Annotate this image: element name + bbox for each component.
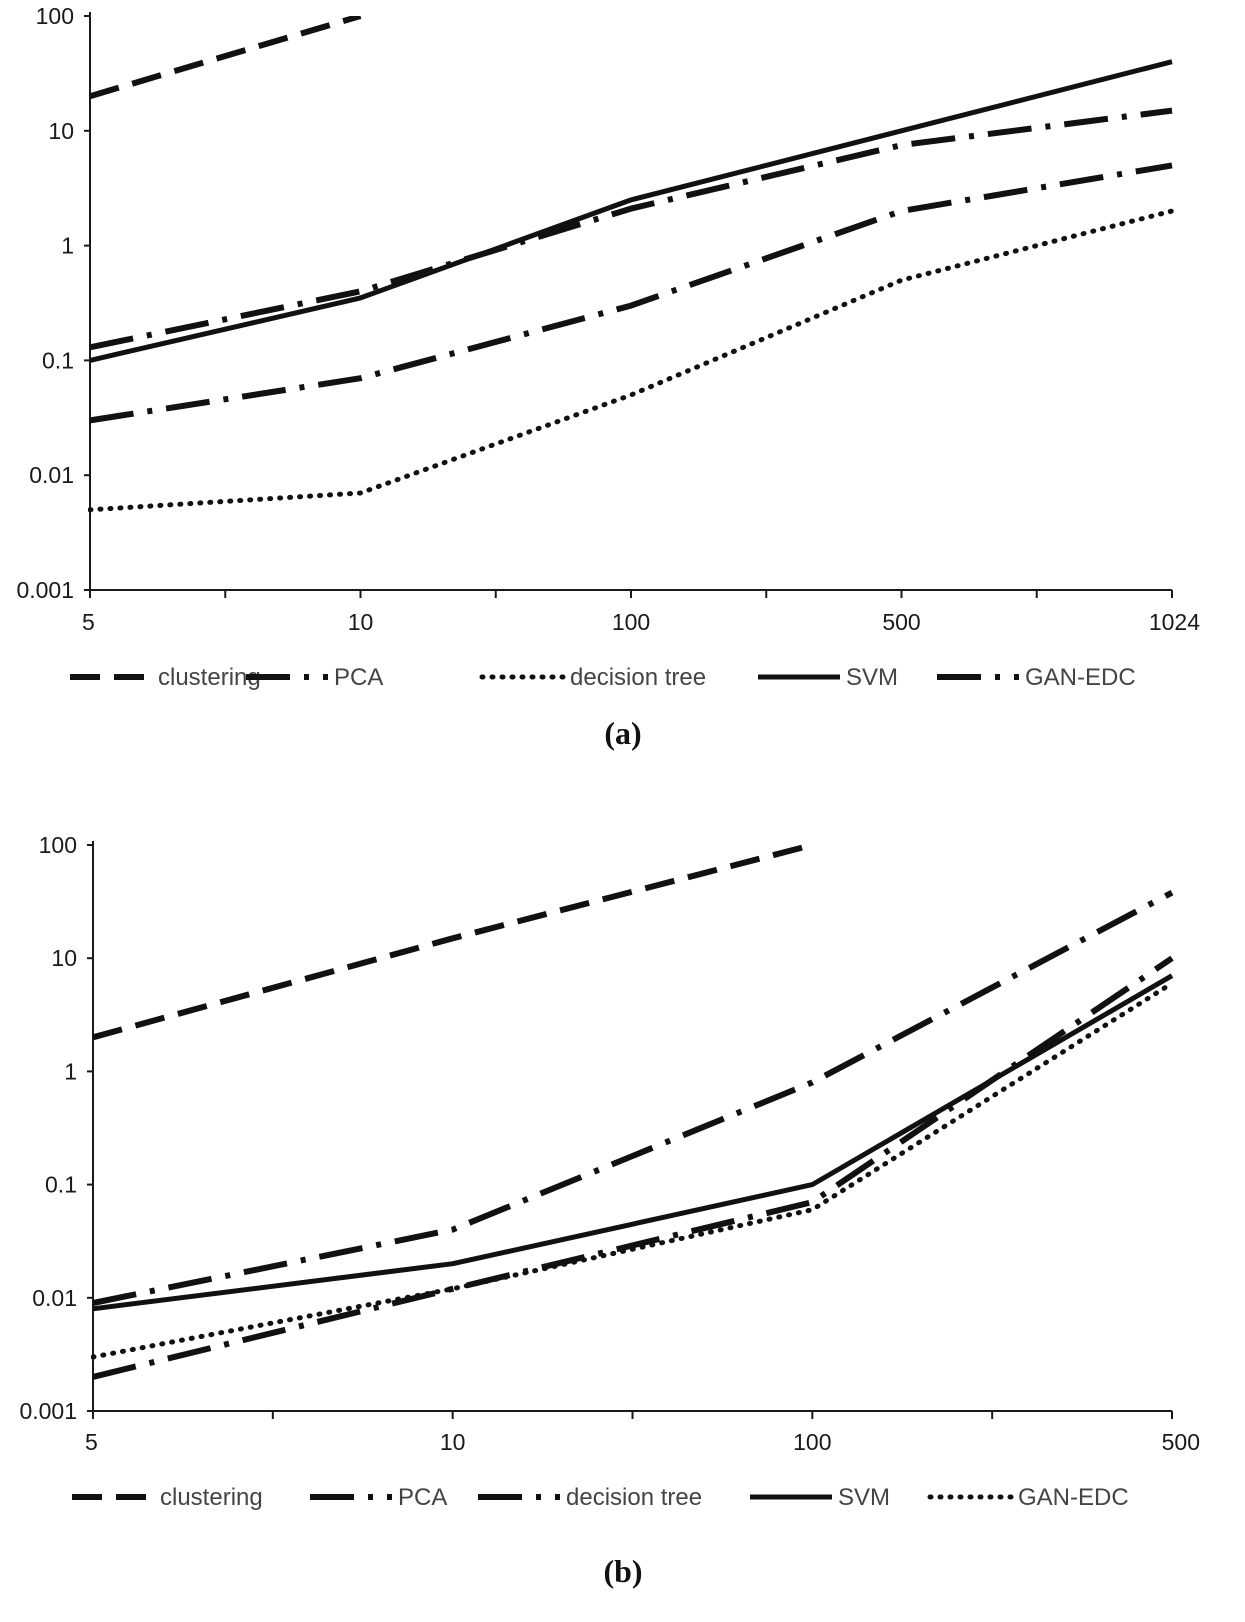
series-clustering-line bbox=[89, 16, 362, 100]
y-tick-label: 10 bbox=[48, 118, 74, 144]
x-tick-label: 5 bbox=[82, 609, 95, 635]
x-tick-label: 500 bbox=[1162, 1429, 1200, 1455]
chart-caption: (a) bbox=[604, 715, 641, 751]
y-tick-label: 100 bbox=[39, 832, 77, 858]
x-tick-label: 100 bbox=[612, 609, 650, 635]
y-tick-label: 0.001 bbox=[16, 577, 74, 603]
x-tick-label: 5 bbox=[85, 1429, 98, 1455]
x-tick-label: 10 bbox=[440, 1429, 466, 1455]
y-tick-label: 10 bbox=[51, 945, 77, 971]
y-tick-label: 0.01 bbox=[29, 462, 74, 488]
series-svm-legend-label: SVM bbox=[846, 664, 898, 691]
series-decision-tree-line bbox=[92, 955, 1174, 1380]
series-clustering-legend-label: clustering bbox=[158, 664, 261, 691]
series-clustering-legend-label: clustering bbox=[160, 1484, 263, 1511]
series-svm-legend-label: SVM bbox=[838, 1484, 890, 1511]
chart-caption: (b) bbox=[603, 1553, 642, 1589]
series-pca-line bbox=[92, 889, 1174, 1306]
series-decision-tree-legend-label: decision tree bbox=[570, 664, 706, 691]
x-tick-label: 1024 bbox=[1149, 609, 1200, 635]
series-gan-edc-line bbox=[89, 162, 1173, 424]
y-tick-label: 1 bbox=[61, 233, 74, 259]
chart-a: 0.001 0.01 0.1 1 10 100 5 10 100 500 1024 clusterin… bbox=[16, 3, 1200, 751]
y-tick-label: 0.01 bbox=[32, 1285, 77, 1311]
series-pca-legend-label: PCA bbox=[334, 664, 383, 691]
series-decision-tree-legend-label: decision tree bbox=[566, 1484, 702, 1511]
y-tick-label: 0.1 bbox=[42, 347, 74, 373]
chart-b: 0.001 0.01 0.1 1 10 100 5 10 100 500 clustering PCA… bbox=[19, 832, 1200, 1589]
series-gan-edc-line bbox=[91, 980, 1175, 1360]
series-gan-edc-legend-label: GAN-EDC bbox=[1018, 1484, 1129, 1511]
series-gan-edc-legend-label: GAN-EDC bbox=[1025, 664, 1136, 691]
x-tick-label: 100 bbox=[793, 1429, 831, 1455]
x-tick-label: 10 bbox=[348, 609, 374, 635]
series-pca-legend-label: PCA bbox=[398, 1484, 447, 1511]
y-tick-label: 0.1 bbox=[45, 1172, 77, 1198]
series-decision-tree-line bbox=[88, 208, 1175, 513]
series-pca-line bbox=[89, 107, 1173, 351]
y-tick-label: 100 bbox=[36, 3, 74, 29]
series-svm-line bbox=[92, 973, 1174, 1312]
x-tick-label: 500 bbox=[882, 609, 920, 635]
y-tick-label: 0.001 bbox=[19, 1398, 77, 1424]
series-svm-line bbox=[89, 59, 1173, 363]
series-clustering-line bbox=[92, 845, 814, 1041]
y-tick-label: 1 bbox=[64, 1058, 77, 1084]
